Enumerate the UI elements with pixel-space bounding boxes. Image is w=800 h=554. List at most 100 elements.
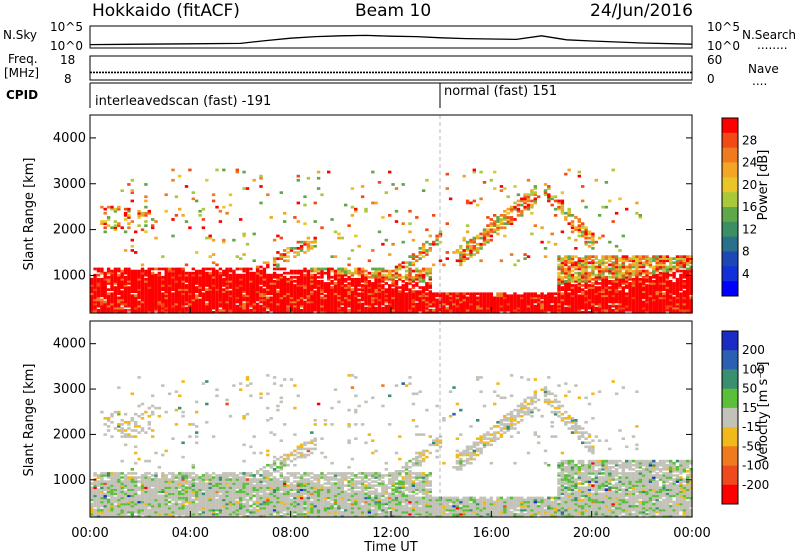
vel-cells-cell-153 <box>113 506 118 510</box>
power-cells-cell-348 <box>140 310 145 314</box>
power-cells-cell-1200 <box>266 302 270 306</box>
power-cells-cell-3729 <box>658 290 663 293</box>
power-cells-cell-3861 <box>675 267 680 271</box>
vel-cells-cell-482 <box>157 508 162 512</box>
vel-cells-cell-931 <box>225 488 229 491</box>
vel-cells-cell-878 <box>218 510 223 514</box>
power-cells-cell-1886 <box>367 292 372 296</box>
power-cells-cell-880 <box>215 205 219 209</box>
power-cells-cell-627 <box>178 269 182 273</box>
power-cells-cell-1257 <box>272 261 277 265</box>
power-cells-cell-3601 <box>642 294 646 298</box>
power-cells-cell-722 <box>195 306 199 310</box>
power-cells-cell-2690 <box>513 218 517 221</box>
power-cells-cell-559 <box>171 308 175 312</box>
power-cells-cell-1358 <box>289 310 294 314</box>
power-cells-cell-927 <box>225 310 229 314</box>
vel-cells-cell-5 <box>90 506 94 510</box>
power-cells-cell-2579 <box>493 310 497 314</box>
vel-cells-cell-472 <box>154 480 158 483</box>
vel-cells-cell-183 <box>117 490 121 494</box>
power-cells-cell-589 <box>174 298 179 302</box>
power-cells-cell-2861 <box>550 203 554 207</box>
vel-cells-cell-132 <box>110 496 114 500</box>
power-cells-cell-1459 <box>303 300 307 304</box>
power-cells-cell-1698 <box>337 277 341 281</box>
power-cells-cell-43 <box>96 298 101 302</box>
power-cells-cell-2177 <box>411 253 416 256</box>
vel-cells-cell-144 <box>110 472 114 475</box>
power-cells-cell-232 <box>123 286 128 289</box>
power-cells-cell-2621 <box>499 259 504 263</box>
vel-cells-cell-781 <box>201 484 206 487</box>
vel-cells-cell-501 <box>161 512 165 516</box>
power-cells-cell-1057 <box>242 253 246 256</box>
power-cells-cell-1521 <box>310 284 314 287</box>
power-cells-cell-3649 <box>648 298 653 302</box>
power-cells-cell-2551 <box>486 294 490 298</box>
power-cells-cell-1407 <box>296 300 300 304</box>
power-cells-cell-3661 <box>648 271 653 275</box>
power-cells-cell-1344 <box>286 294 290 298</box>
power-cells-cell-527 <box>164 280 168 283</box>
vel-cells-cell-125 <box>110 510 114 514</box>
power-cells-cell-2048 <box>394 306 399 310</box>
power-cells-cell-2193 <box>415 273 419 277</box>
power-cells-cell-1747 <box>344 267 348 271</box>
power-cells-cell-1520 <box>310 286 314 289</box>
power-cells-cell-3437 <box>621 306 625 310</box>
power-cells-cell-2513 <box>479 296 483 300</box>
power-cells-cell-2605 <box>496 232 500 236</box>
vel-cells-cell-589 <box>174 508 179 512</box>
power-cells-cell-2438 <box>465 296 470 300</box>
power-cells-cell-3927 <box>686 292 690 296</box>
power-cells-cell-3202 <box>591 288 595 291</box>
power-cells-cell-2332 <box>438 230 443 234</box>
power-cells-cell-275 <box>130 306 134 310</box>
power-cells-cell-2423 <box>462 257 466 260</box>
power-cells-cell-786 <box>201 207 206 211</box>
vel-cells-cell-461 <box>154 502 158 506</box>
power-cells-cell-1261 <box>276 310 280 314</box>
power-cells-cell-2342 <box>442 292 446 296</box>
power-cells-cell-2266 <box>425 249 429 252</box>
power-cells-cell-616 <box>178 292 182 296</box>
vel-cells-cell-173 <box>117 510 121 514</box>
power-cells-cell-2137 <box>408 296 412 300</box>
vel-cells-cell-574 <box>171 494 175 498</box>
power-cells-cell-2774 <box>530 232 534 236</box>
power-cells-cell-1132 <box>255 304 260 308</box>
vel-cells-cell-337 <box>137 506 141 510</box>
power-cells-cell-3636 <box>645 271 649 275</box>
power-cells-cell-2050 <box>394 302 399 306</box>
power-cells-cell-3697 <box>655 300 659 304</box>
power-cells-cell-1763 <box>347 277 351 281</box>
vel-cells-cell-916 <box>222 474 226 477</box>
power-cells-cell-3441 <box>621 298 625 302</box>
power-cells-cell-1033 <box>239 275 243 279</box>
power-cells-cell-2915 <box>560 296 565 300</box>
power-cells-cell-3764 <box>662 271 666 275</box>
power-cells-cell-2896 <box>557 273 561 277</box>
power-cells-cell-3489 <box>628 302 632 306</box>
vel-cells-cell-95 <box>103 472 107 475</box>
power-cells-cell-3457 <box>621 261 625 265</box>
power-cells-cell-1036 <box>239 257 243 260</box>
power-cells-cell-2964 <box>564 257 568 260</box>
power-cells-cell-3007 <box>570 302 575 306</box>
power-cells-cell-3072 <box>577 288 581 291</box>
power-cells-cell-996 <box>235 306 239 310</box>
power-cells-cell-382 <box>144 294 148 298</box>
power-cells-cell-2721 <box>520 211 524 215</box>
power-cells-cell-747 <box>198 298 202 302</box>
power-cells-cell-1465 <box>303 286 307 289</box>
power-cells-cell-2088 <box>398 263 402 267</box>
power-cells-cell-2055 <box>394 292 399 296</box>
power-cells-cell-809 <box>208 308 212 312</box>
power-cells-cell-3603 <box>642 290 646 293</box>
power-cells-cell-2463 <box>469 251 473 254</box>
power-cells-cell-3167 <box>587 302 592 306</box>
power-cells-cell-2153 <box>408 230 412 234</box>
power-cells-cell-1175 <box>262 310 267 314</box>
power-cells-cell-2277 <box>428 294 432 298</box>
